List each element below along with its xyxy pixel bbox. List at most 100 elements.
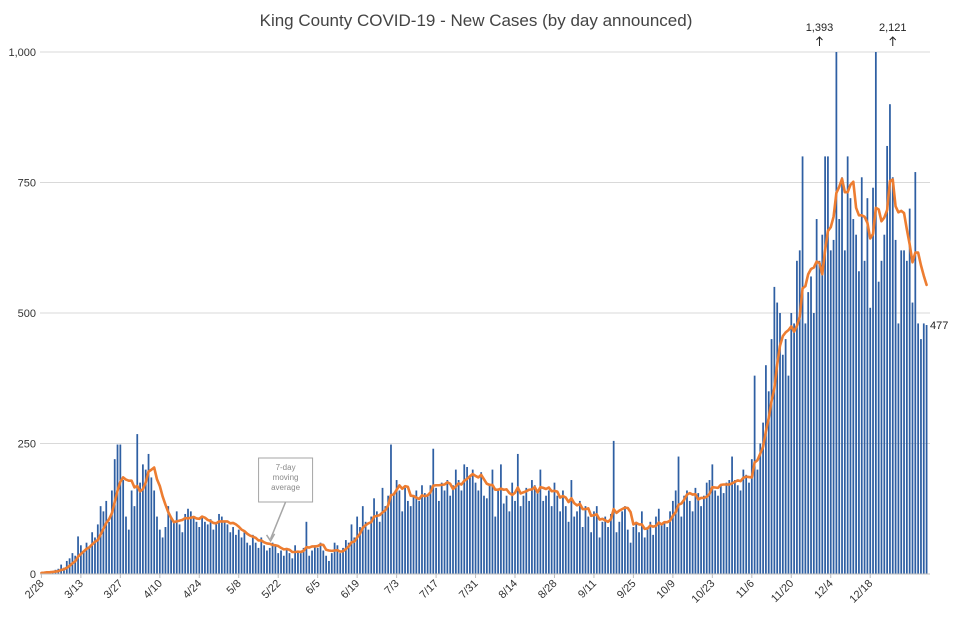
case-bar [674, 490, 677, 574]
up-arrow-icon [889, 36, 897, 46]
y-tick-label: 750 [18, 178, 36, 190]
case-bar [418, 500, 421, 574]
case-bar [63, 567, 65, 574]
x-tick-label: 7/17 [418, 578, 442, 602]
case-bar [373, 498, 375, 574]
case-bar [531, 480, 533, 574]
overflow-value-label: 1,393 [806, 22, 834, 34]
case-bar [452, 485, 454, 574]
case-bar [232, 527, 234, 574]
case-bar [869, 307, 872, 574]
case-bar [703, 495, 705, 574]
case-bar [299, 553, 302, 574]
case-bar [925, 325, 928, 574]
case-bar [866, 198, 869, 574]
case-bar [387, 495, 390, 574]
case-bar [156, 516, 158, 574]
case-bar [491, 469, 494, 574]
case-bar [621, 511, 624, 574]
case-bar [381, 487, 384, 574]
case-bar [277, 553, 280, 574]
case-bar [570, 480, 573, 574]
case-bar [280, 550, 282, 574]
case-bar [401, 511, 404, 574]
case-bar [736, 485, 739, 574]
case-bar [178, 524, 181, 574]
case-bar [483, 495, 485, 574]
case-bar [573, 516, 576, 574]
case-bar [705, 482, 708, 574]
x-tick-label: 7/31 [457, 578, 481, 602]
case-bar [880, 260, 883, 574]
case-bar [519, 506, 522, 574]
case-bar [601, 521, 604, 574]
case-bar [883, 234, 886, 574]
case-bar [494, 516, 497, 574]
case-bar [922, 323, 925, 574]
case-bar [319, 542, 322, 574]
x-tick-label: 12/18 [847, 578, 875, 606]
case-bar [460, 490, 463, 574]
case-bar [533, 485, 536, 574]
case-bar [827, 156, 829, 574]
case-bar [463, 464, 466, 574]
case-bar [638, 532, 640, 574]
case-bar [218, 513, 220, 574]
case-bar [443, 490, 446, 574]
case-bar [522, 495, 525, 574]
case-bar [356, 516, 359, 574]
case-bar [874, 52, 877, 574]
case-bar [144, 469, 147, 574]
case-bar [432, 448, 435, 574]
case-bar [562, 490, 564, 574]
case-bar [545, 495, 547, 574]
case-bar [773, 286, 776, 574]
case-bar [500, 464, 502, 574]
x-tick-label: 5/8 [225, 578, 244, 597]
moving-average-series [40, 177, 928, 575]
case-bar [91, 532, 94, 574]
case-bar [313, 545, 316, 574]
case-bar [889, 104, 891, 574]
case-bar [350, 524, 353, 574]
case-bar [897, 323, 900, 574]
case-bar [457, 480, 460, 574]
case-bar [125, 516, 127, 574]
case-bar [133, 506, 136, 574]
case-bar [911, 302, 914, 574]
case-bar [615, 532, 618, 574]
case-bar [762, 422, 764, 574]
case-bar [815, 219, 818, 575]
callout-arrow [269, 501, 287, 540]
case-bar [344, 540, 347, 574]
case-bar [246, 542, 249, 574]
case-bar [855, 234, 857, 574]
case-bar [604, 516, 607, 574]
case-bar [294, 545, 296, 574]
case-bar [189, 511, 192, 574]
case-bar [835, 52, 838, 574]
callout-text-line: 7-day [276, 463, 296, 472]
case-bar [322, 550, 325, 574]
case-bar [474, 482, 477, 574]
case-bar [567, 521, 570, 574]
case-bar [122, 480, 125, 574]
case-bar [288, 553, 291, 574]
case-bar [342, 547, 344, 574]
case-bar [297, 550, 299, 574]
case-bar [330, 553, 333, 574]
case-bar [477, 490, 480, 574]
case-bar [917, 323, 920, 574]
case-bar [195, 521, 198, 574]
case-bar [686, 490, 688, 574]
bar-series [40, 52, 928, 575]
x-tick-label: 5/22 [260, 578, 284, 602]
x-tick-label: 7/3 [382, 578, 401, 597]
case-bar [119, 444, 122, 574]
case-bar [376, 511, 378, 574]
case-bar [325, 555, 328, 574]
case-bar [440, 482, 443, 574]
case-bar [175, 511, 178, 574]
